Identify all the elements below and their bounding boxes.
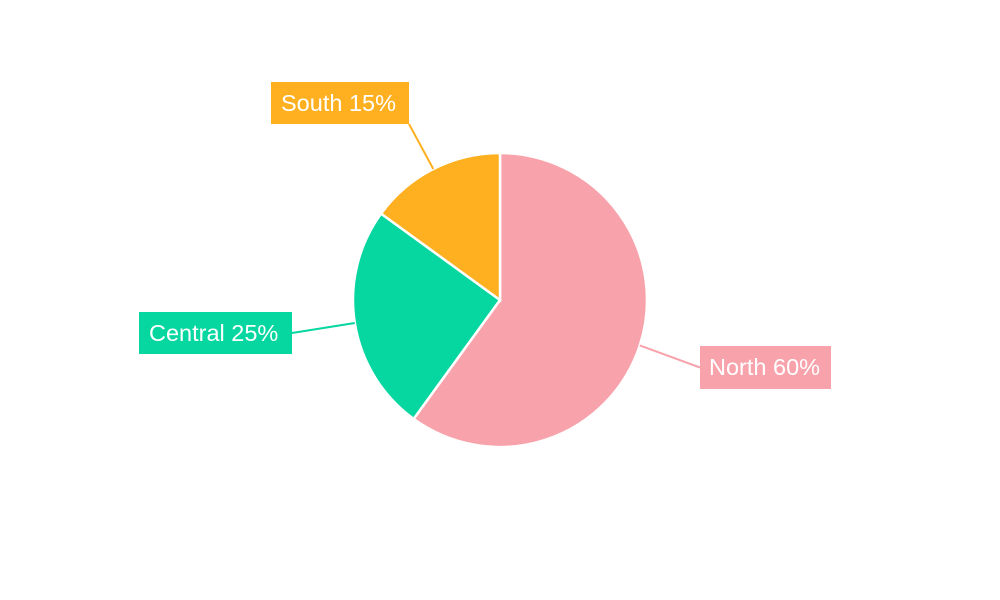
svg-text:Central 25%: Central 25% <box>149 320 278 346</box>
svg-text:South 15%: South 15% <box>281 90 396 116</box>
svg-text:North 60%: North 60% <box>709 354 820 380</box>
